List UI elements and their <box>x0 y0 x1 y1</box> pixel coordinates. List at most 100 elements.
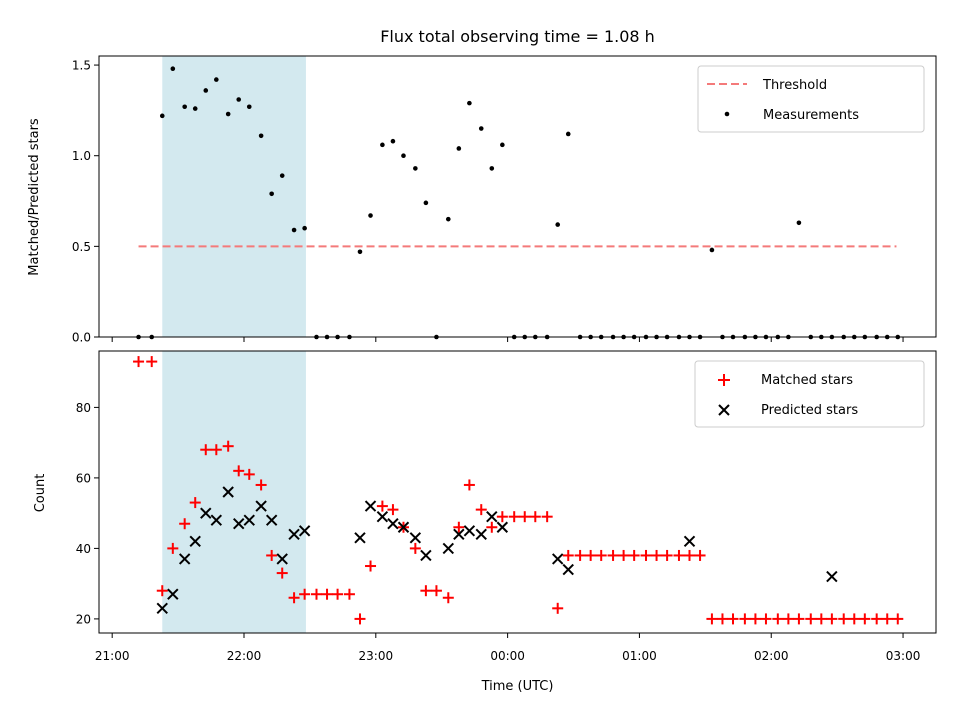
predicted-star-point <box>453 528 465 541</box>
predicted-star-point <box>496 521 509 533</box>
predicted-star-point <box>298 525 311 537</box>
bottom-observing-span <box>162 351 306 633</box>
matched-star-point <box>463 479 475 491</box>
legend-matched-swatch <box>718 374 730 386</box>
predicted-star-point <box>409 532 422 544</box>
measurement-point <box>291 227 297 233</box>
bottom-y-axis: 20 40 60 80 <box>76 401 99 626</box>
matched-star-point <box>420 585 432 597</box>
matched-star-point <box>772 613 784 625</box>
predicted-star-point <box>364 500 377 512</box>
measurement-point <box>368 213 373 218</box>
predicted-star-point <box>243 514 255 526</box>
matched-star-point <box>299 588 311 600</box>
top-y-axis-label: Matched/Predicted stars <box>27 118 42 276</box>
matched-star-point <box>694 549 706 561</box>
matched-star-points <box>133 356 904 625</box>
matched-star-point <box>782 613 794 625</box>
measurement-point <box>236 97 242 102</box>
matched-star-point <box>793 613 805 625</box>
matched-star-point <box>321 588 333 600</box>
measurement-point <box>170 66 176 71</box>
top-x-ticks <box>111 337 904 342</box>
matched-star-point <box>607 549 619 561</box>
measurement-point <box>401 153 406 159</box>
predicted-star-point <box>486 510 498 523</box>
top-legend: Threshold Measurements <box>697 65 925 133</box>
matched-star-point <box>574 549 586 561</box>
measurement-point <box>456 146 462 151</box>
predicted-star-point <box>189 535 201 548</box>
predicted-star-point <box>826 570 838 583</box>
matched-star-point <box>354 613 366 625</box>
measurement-point <box>192 106 198 111</box>
top-ytick-label: 1.0 <box>72 149 91 163</box>
matched-star-point <box>661 549 673 561</box>
measurement-point <box>246 104 252 110</box>
matched-star-point <box>508 511 520 523</box>
matched-star-point <box>595 549 607 561</box>
measurement-point <box>279 173 285 178</box>
matched-star-point <box>760 613 772 625</box>
predicted-star-point <box>288 528 300 541</box>
predicted-star-point <box>200 507 212 519</box>
measurement-point <box>445 216 451 222</box>
measurement-point <box>489 166 495 171</box>
xtick-label: 03:00 <box>886 649 921 663</box>
bottom-panel: 20 40 60 80 21:00 22:00 23:00 00:00 01:00 02:00 0… <box>33 350 937 694</box>
measurement-point <box>258 133 264 139</box>
matched-star-point <box>585 549 597 561</box>
measurement-point <box>159 113 165 119</box>
matched-star-point <box>210 444 222 456</box>
legend-measurements-label: Measurements <box>763 108 859 123</box>
matched-star-point <box>519 511 531 523</box>
matched-star-point <box>475 504 487 516</box>
matched-star-point <box>552 602 564 614</box>
matched-star-point <box>365 560 377 572</box>
top-observing-span <box>162 56 306 337</box>
measurement-point <box>380 142 385 148</box>
predicted-star-point <box>276 553 288 565</box>
predicted-star-point <box>255 500 267 512</box>
legend-measurements-swatch <box>724 111 730 117</box>
matched-star-point <box>673 549 685 561</box>
predicted-star-point <box>562 563 574 576</box>
predicted-star-point <box>222 486 234 498</box>
matched-star-point <box>871 613 883 625</box>
predicted-star-points <box>156 486 838 615</box>
top-panel: 0.0 0.5 1.0 1.5 Matched/Predicted stars Thr… <box>27 55 937 345</box>
matched-star-point <box>881 613 893 625</box>
matched-star-point <box>486 521 498 533</box>
predicted-star-point <box>551 553 564 565</box>
bottom-legend-box <box>694 360 925 428</box>
measurement-point <box>500 142 505 148</box>
matched-star-point <box>442 592 454 604</box>
matched-star-point <box>529 511 541 523</box>
matched-star-point <box>179 518 191 530</box>
measurement-point <box>467 100 472 106</box>
measurement-point <box>203 88 209 93</box>
bottom-y-axis-label: Count <box>33 474 48 513</box>
bottom-x-axis: 21:00 22:00 23:00 00:00 01:00 02:00 03:00 <box>95 633 920 663</box>
top-plot-frame <box>98 55 937 338</box>
bottom-ytick-label: 60 <box>76 471 91 485</box>
matched-star-point <box>651 549 663 561</box>
measurement-point <box>555 222 561 227</box>
predicted-star-point <box>387 518 399 530</box>
bottom-plot-frame <box>98 350 937 634</box>
matched-star-point <box>541 511 553 523</box>
legend-predicted-label: Predicted stars <box>761 403 858 418</box>
measurement-point <box>182 104 187 110</box>
predicted-star-point <box>178 553 191 565</box>
matched-star-point <box>749 613 761 625</box>
matched-star-point <box>892 613 904 625</box>
predicted-star-point <box>354 532 366 544</box>
legend-predicted-swatch <box>718 404 730 416</box>
matched-star-point <box>739 613 751 625</box>
legend-matched-label: Matched stars <box>761 373 853 388</box>
predicted-star-point <box>376 510 389 523</box>
matched-star-point <box>838 613 850 625</box>
xtick-label: 23:00 <box>359 649 394 663</box>
measurement-point <box>357 249 363 255</box>
